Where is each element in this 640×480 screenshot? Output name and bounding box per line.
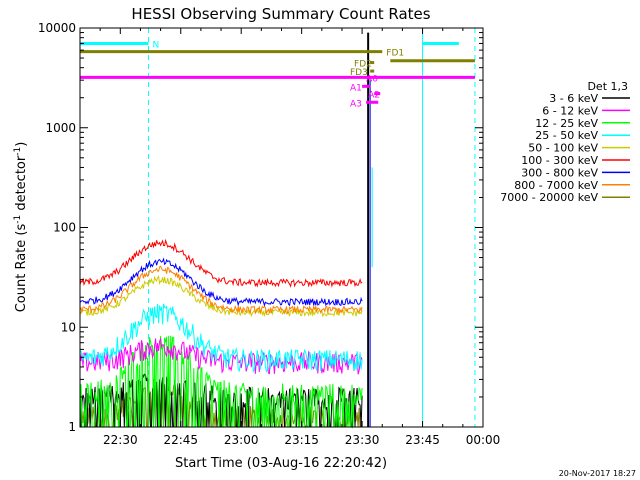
y-tick-label-0: 1	[68, 420, 76, 434]
footer-date: 20-Nov-2017 18:27	[559, 469, 636, 478]
legend-label-8: 7000 - 20000 keV	[500, 191, 598, 204]
legend-label-7: 800 - 7000 keV	[514, 179, 598, 192]
y-axis-label-main: Count Rate (s	[14, 224, 29, 313]
flag-label-0: N	[153, 40, 160, 50]
series-line-6	[79, 257, 363, 308]
legend-label-1: 6 - 12 keV	[542, 104, 598, 117]
y-axis-label-mid: detector	[14, 155, 29, 215]
legend-label-5: 100 - 300 keV	[521, 154, 598, 167]
y-axis-label-sup1: -1	[13, 215, 23, 224]
legend-label-6: 300 - 800 keV	[521, 166, 598, 179]
series-line-7	[79, 265, 363, 315]
legend-label-2: 12 - 25 keV	[535, 117, 598, 130]
flag-label-5: FD3	[350, 68, 368, 78]
flag-label-7: A1	[350, 83, 362, 93]
y-tick-label-1: 10	[61, 320, 76, 334]
series-line-3	[79, 303, 363, 374]
legend-title: Det 1,3	[587, 80, 628, 93]
x-axis-label: Start Time (03-Aug-16 22:20:42)	[175, 456, 387, 471]
series-line-5	[79, 238, 363, 288]
flag-label-4: FD2	[354, 60, 372, 70]
flag-label-8: A2	[368, 91, 380, 101]
flag-label-9: A3	[350, 99, 362, 109]
series-line-4	[79, 275, 363, 318]
x-tick-label-6: 00:00	[466, 433, 501, 447]
chart-title: HESSI Observing Summary Count Rates	[131, 5, 430, 23]
y-tick-label-3: 1000	[45, 121, 76, 135]
x-tick-label-4: 23:30	[345, 433, 380, 447]
x-tick-label-5: 23:45	[405, 433, 440, 447]
y-axis-label: Count Rate (s-1 detector-1)	[13, 142, 29, 313]
legend-label-0: 3 - 6 keV	[549, 92, 598, 105]
x-tick-label-2: 23:00	[224, 433, 259, 447]
x-tick-label-1: 22:45	[163, 433, 198, 447]
x-tick-label-3: 23:15	[284, 433, 319, 447]
legend-label-3: 25 - 50 keV	[535, 129, 598, 142]
y-tick-label-4: 10000	[38, 21, 76, 35]
y-tick-label-2: 100	[53, 221, 76, 235]
flag-label-6: A0	[366, 74, 378, 84]
x-tick-label-0: 22:30	[103, 433, 138, 447]
y-axis-label-sup2: -1	[13, 147, 23, 156]
y-axis-label-end: )	[14, 142, 29, 147]
flag-label-2: FD1	[386, 49, 404, 59]
axes-layer: 22:30 22:45 23:00 23:15 23:30 23:45 00:00 1 10 10…	[38, 21, 500, 447]
legend-label-4: 50 - 100 keV	[528, 142, 598, 155]
